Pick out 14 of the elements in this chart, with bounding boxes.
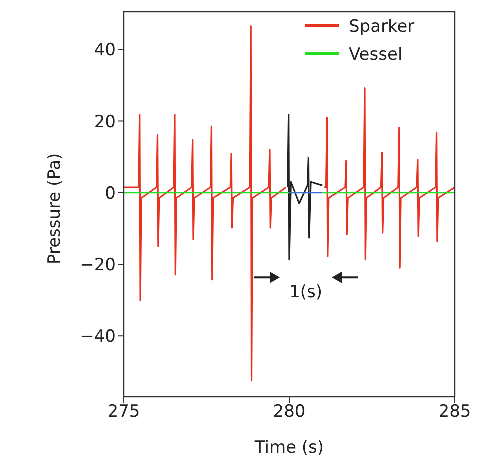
x-tick-label: 275 — [108, 402, 140, 422]
y-tick-label: 0 — [105, 184, 116, 204]
y-tick-label: −40 — [80, 327, 116, 348]
y-tick-label: 40 — [94, 40, 116, 61]
y-tick-label: −20 — [80, 256, 116, 276]
x-tick-label: 285 — [438, 402, 472, 422]
y-tick-label: 20 — [94, 112, 116, 132]
x-axis-title: Time (s) — [254, 438, 324, 458]
x-tick-label: 280 — [273, 402, 306, 422]
annotation: 1(s) — [290, 282, 323, 303]
legend-label: Sparker — [349, 17, 415, 37]
legend-label: Vessel — [349, 45, 403, 65]
line-series — [287, 114, 324, 261]
y-axis-title: Pressure (Pa) — [45, 153, 66, 264]
